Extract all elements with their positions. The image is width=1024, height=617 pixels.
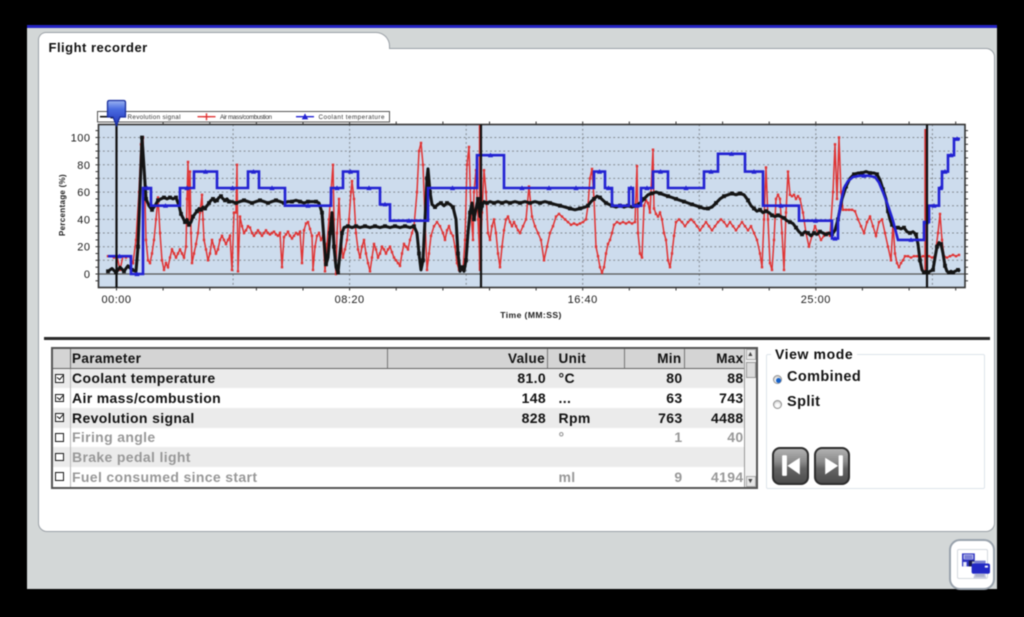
svg-text:16:40: 16:40 (568, 294, 598, 306)
svg-text:Air mass/combustion: Air mass/combustion (220, 114, 272, 121)
svg-text:40: 40 (77, 214, 90, 226)
svg-text:00:00: 00:00 (101, 294, 131, 306)
svg-text:Coolant temperature: Coolant temperature (319, 114, 385, 121)
svg-text:Revolution signal: Revolution signal (128, 114, 181, 121)
svg-text:20: 20 (77, 242, 90, 254)
svg-text:100: 100 (71, 133, 91, 145)
svg-text:08:20: 08:20 (335, 294, 365, 306)
svg-text:60: 60 (77, 187, 90, 199)
svg-text:Time (MM:SS): Time (MM:SS) (500, 310, 561, 320)
svg-text:25:00: 25:00 (801, 294, 831, 306)
svg-text:Percentage (%): Percentage (%) (58, 174, 67, 236)
svg-text:0: 0 (84, 269, 91, 281)
svg-text:80: 80 (77, 160, 90, 172)
